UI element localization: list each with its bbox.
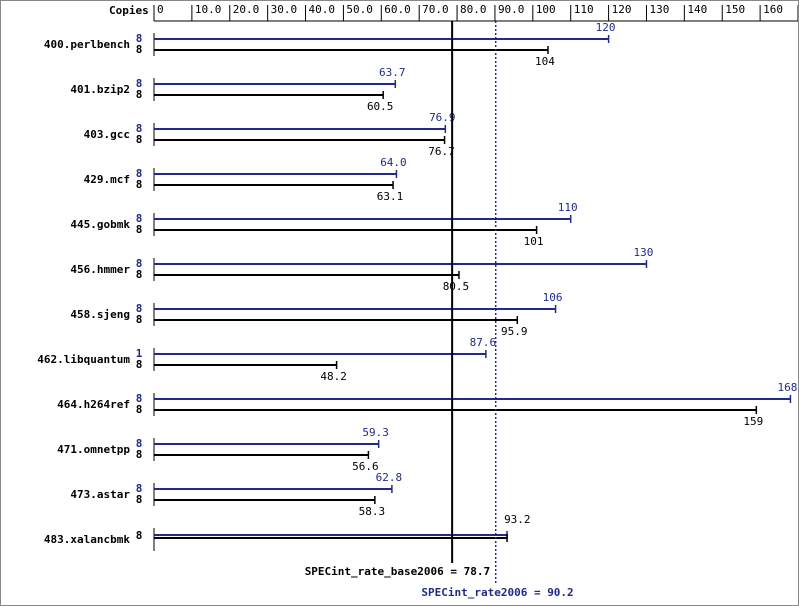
x-tick-label: 150 bbox=[725, 3, 745, 16]
value-label: 59.3 bbox=[362, 426, 389, 439]
copies-label: 8 bbox=[136, 178, 143, 191]
x-tick-label: 40.0 bbox=[309, 3, 336, 16]
copies-label: 8 bbox=[136, 493, 143, 506]
copies-label: 8 bbox=[136, 43, 143, 56]
copies-header: Copies bbox=[109, 4, 149, 17]
x-tick-label: 70.0 bbox=[422, 3, 449, 16]
copies-label: 8 bbox=[136, 257, 143, 270]
value-label: 120 bbox=[596, 21, 616, 34]
value-label: 58.3 bbox=[359, 505, 386, 518]
value-label: 130 bbox=[634, 246, 654, 259]
benchmark-label: 458.sjeng bbox=[70, 308, 130, 321]
copies-label: 8 bbox=[136, 482, 143, 495]
copies-label: 8 bbox=[136, 302, 143, 315]
value-label: 110 bbox=[558, 201, 578, 214]
copies-label: 8 bbox=[136, 529, 143, 542]
x-tick-label: 80.0 bbox=[460, 3, 487, 16]
copies-label: 8 bbox=[136, 77, 143, 90]
value-label: 106 bbox=[543, 291, 563, 304]
x-tick-label: 120 bbox=[612, 3, 632, 16]
copies-label: 8 bbox=[136, 358, 143, 371]
reference-label: SPECint_rate_base2006 = 78.7 bbox=[305, 565, 490, 578]
x-tick-label: 140 bbox=[687, 3, 707, 16]
value-label: 76.9 bbox=[429, 111, 456, 124]
benchmark-label: 483.xalancbmk bbox=[44, 533, 130, 546]
copies-label: 8 bbox=[136, 313, 143, 326]
value-label: 168 bbox=[777, 381, 797, 394]
value-label: 63.1 bbox=[377, 190, 404, 203]
x-tick-label: 90.0 bbox=[498, 3, 525, 16]
value-label: 101 bbox=[524, 235, 544, 248]
benchmark-label: 464.h264ref bbox=[57, 398, 130, 411]
benchmark-label: 445.gobmk bbox=[70, 218, 130, 231]
x-tick-label: 110 bbox=[574, 3, 594, 16]
benchmark-label: 462.libquantum bbox=[37, 353, 130, 366]
x-tick-label: 60.0 bbox=[384, 3, 411, 16]
x-tick-label: 130 bbox=[649, 3, 669, 16]
copies-label: 8 bbox=[136, 437, 143, 450]
value-label: 159 bbox=[743, 415, 763, 428]
value-label: 104 bbox=[535, 55, 555, 68]
benchmark-label: 456.hmmer bbox=[70, 263, 130, 276]
copies-label: 1 bbox=[136, 347, 143, 360]
x-tick-label: 0 bbox=[157, 3, 164, 16]
reference-label: SPECint_rate2006 = 90.2 bbox=[421, 586, 573, 599]
copies-label: 8 bbox=[136, 403, 143, 416]
value-label: 76.7 bbox=[428, 145, 455, 158]
benchmark-label: 473.astar bbox=[70, 488, 130, 501]
copies-label: 8 bbox=[136, 88, 143, 101]
value-label: 93.2 bbox=[504, 513, 531, 526]
value-label: 80.5 bbox=[443, 280, 470, 293]
benchmark-label: 471.omnetpp bbox=[57, 443, 130, 456]
copies-label: 8 bbox=[136, 223, 143, 236]
value-label: 95.9 bbox=[501, 325, 528, 338]
x-tick-label: 30.0 bbox=[271, 3, 298, 16]
copies-label: 8 bbox=[136, 32, 143, 45]
value-label: 87.6 bbox=[470, 336, 497, 349]
x-tick-label: 10.0 bbox=[195, 3, 222, 16]
copies-label: 8 bbox=[136, 448, 143, 461]
copies-label: 8 bbox=[136, 167, 143, 180]
x-tick-label: 20.0 bbox=[233, 3, 260, 16]
benchmark-label: 403.gcc bbox=[84, 128, 130, 141]
value-label: 48.2 bbox=[320, 370, 347, 383]
copies-label: 8 bbox=[136, 212, 143, 225]
x-tick-label: 50.0 bbox=[346, 3, 373, 16]
benchmark-label: 401.bzip2 bbox=[70, 83, 130, 96]
copies-label: 8 bbox=[136, 133, 143, 146]
value-label: 62.8 bbox=[376, 471, 403, 484]
copies-label: 8 bbox=[136, 268, 143, 281]
value-label: 63.7 bbox=[379, 66, 406, 79]
x-tick-label: 160 bbox=[763, 3, 783, 16]
value-label: 64.0 bbox=[380, 156, 407, 169]
value-label: 56.6 bbox=[352, 460, 379, 473]
copies-label: 8 bbox=[136, 392, 143, 405]
x-tick-label: 100 bbox=[536, 3, 556, 16]
benchmark-label: 429.mcf bbox=[84, 173, 130, 186]
benchmark-label: 400.perlbench bbox=[44, 38, 130, 51]
copies-label: 8 bbox=[136, 122, 143, 135]
value-label: 60.5 bbox=[367, 100, 394, 113]
